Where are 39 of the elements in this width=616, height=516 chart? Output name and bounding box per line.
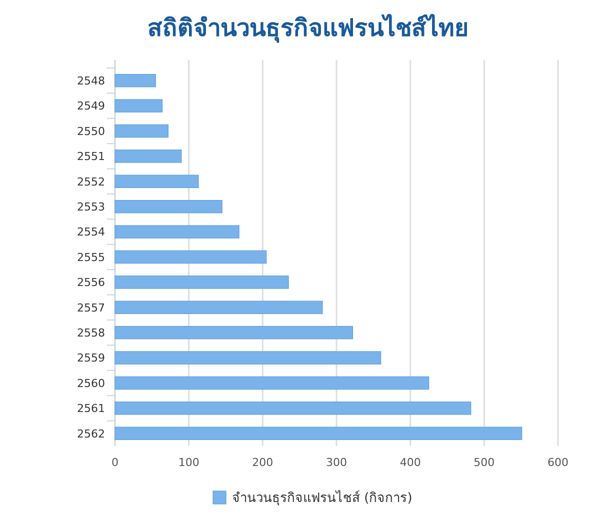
x-tick-label: 0 (112, 456, 118, 469)
bar (114, 174, 199, 188)
bar (114, 276, 289, 289)
bar (114, 99, 163, 112)
x-tick-label: 500 (474, 456, 495, 469)
bar (114, 225, 240, 238)
y-tick-label: 2556 (77, 276, 105, 290)
x-tick-label: 400 (400, 456, 421, 469)
legend-label: จำนวนธุรกิจแฟรนไชส์ (กิจการ) (232, 490, 412, 506)
y-tick-label: 2551 (77, 150, 105, 164)
bar (114, 426, 522, 440)
x-tick-label: 200 (252, 456, 274, 469)
y-tick-label: 2548 (77, 74, 105, 88)
y-tick-label: 2552 (77, 175, 105, 188)
y-tick-label: 2554 (77, 226, 105, 239)
y-tick-label: 2561 (77, 402, 105, 416)
y-tick-label: 2557 (77, 301, 105, 314)
bar (114, 351, 382, 364)
y-tick-label: 2560 (77, 376, 105, 390)
y-tick-label: 2550 (77, 124, 105, 138)
y-tick-label: 2549 (77, 100, 105, 113)
bar (114, 124, 168, 138)
y-tick-label: 2562 (77, 427, 105, 440)
y-tick-label: 2553 (77, 200, 105, 214)
x-tick-label: 100 (178, 456, 200, 469)
bar (114, 402, 472, 415)
x-tick-label: 600 (548, 456, 568, 469)
bar (114, 250, 267, 264)
y-tick-label: 2558 (77, 326, 105, 340)
chart-title: สถิติจำนวนธุรกิจแฟรนไชส์ไทย (148, 13, 468, 44)
bar (114, 326, 354, 340)
x-tick-label: 300 (326, 456, 347, 469)
y-tick-label: 2559 (77, 352, 105, 365)
y-tick-label: 2555 (77, 250, 105, 264)
bar (114, 200, 222, 214)
bar (114, 376, 430, 390)
bar (114, 300, 323, 314)
bar (114, 150, 182, 163)
bar (114, 74, 156, 88)
